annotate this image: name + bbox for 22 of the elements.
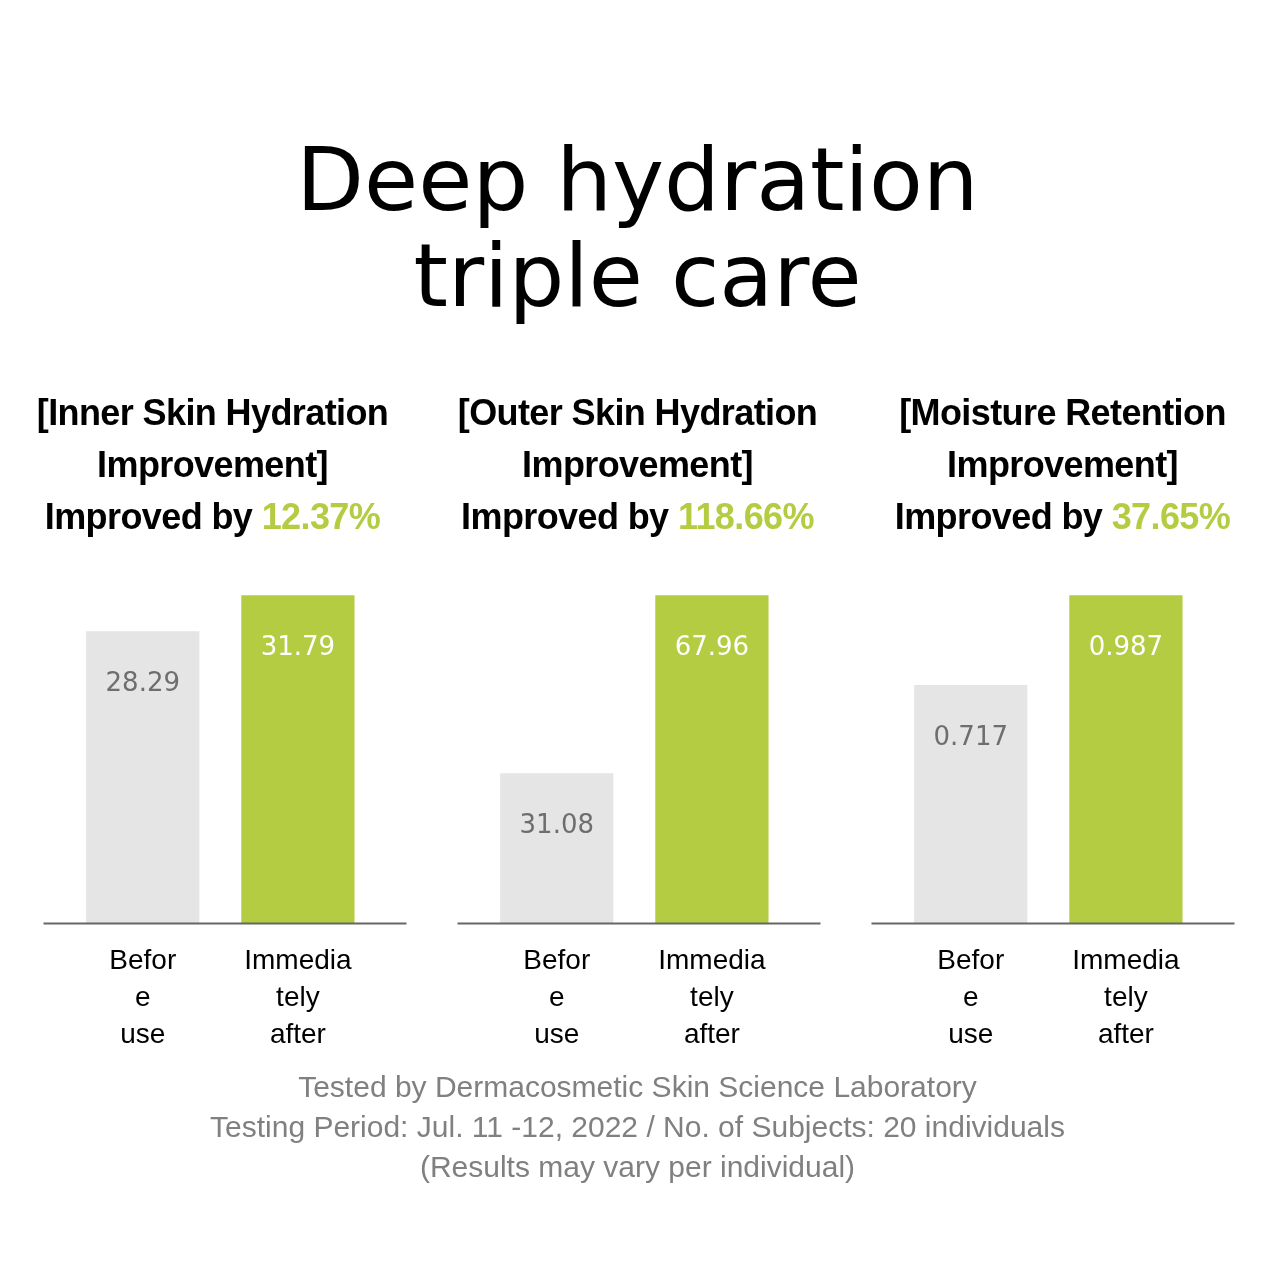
data-label: 0.987 bbox=[1088, 631, 1164, 662]
data-label: 31.08 bbox=[519, 809, 594, 840]
chart-title: [Inner Skin Hydration Improvement] bbox=[36, 392, 389, 485]
x-tick-label: Immedia tely after bbox=[1072, 943, 1181, 1049]
text: (Results may vary per individual) bbox=[419, 1150, 856, 1183]
data-label: 31.79 bbox=[260, 631, 336, 662]
x-tick-label: Immedia tely after bbox=[658, 943, 767, 1049]
data-label: 28.29 bbox=[105, 667, 180, 698]
data-label: 67.96 bbox=[674, 631, 750, 662]
text: Testing Period: Jul. 11 -12, 2022 / No. of Subjects: 20 individuals bbox=[210, 1110, 1065, 1143]
x-tick-label: Befor e use bbox=[109, 943, 177, 1049]
x-tick-label: Immedia tely after bbox=[244, 943, 353, 1049]
text: Tested by Dermacosmetic Skin Science Laboratory bbox=[298, 1070, 977, 1103]
x-tick-label: Befor e use bbox=[523, 943, 591, 1049]
chart-subtitle: Improved by 37.65% bbox=[894, 496, 1231, 537]
x-tick-label: Befor e use bbox=[937, 943, 1005, 1049]
data-label: 0.717 bbox=[933, 721, 1008, 752]
chart-title: [Outer Skin Hydration Improvement] bbox=[457, 392, 818, 485]
chart-subtitle: Improved by 118.66% bbox=[461, 496, 814, 537]
chart-title: [Moisture Retention Improvement] bbox=[899, 392, 1226, 485]
text: Deep hydration triple care bbox=[295, 127, 980, 327]
chart-subtitle: Improved by 12.37% bbox=[44, 496, 381, 537]
